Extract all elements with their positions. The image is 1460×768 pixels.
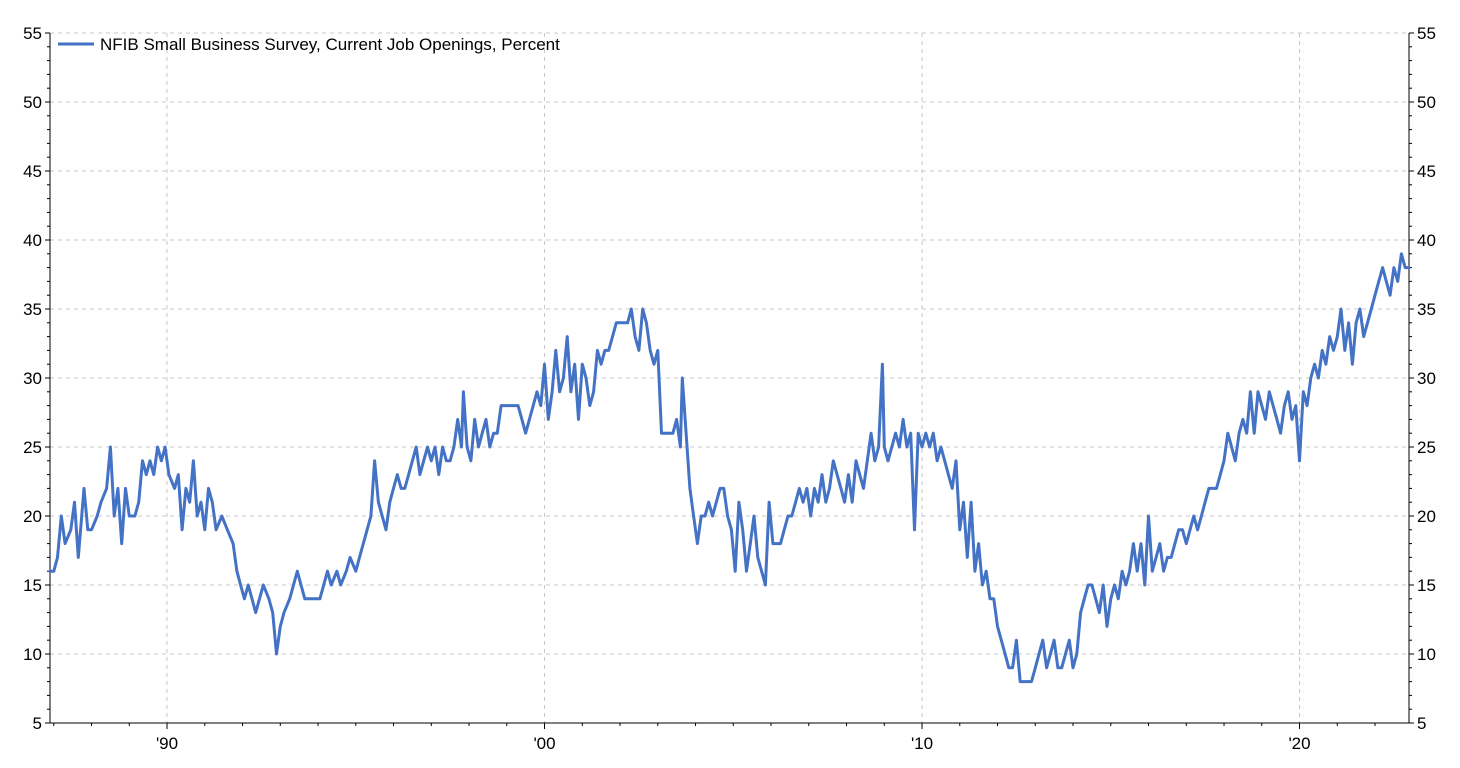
- x-tick-label: '20: [1288, 734, 1310, 753]
- series-line-0: [48, 252, 1411, 684]
- y-tick-label-left: 45: [23, 162, 42, 181]
- y-tick-label-left: 40: [23, 231, 42, 250]
- legend: NFIB Small Business Survey, Current Job …: [58, 35, 560, 54]
- y-tick-label-right: 50: [1417, 93, 1436, 112]
- x-tick-label: '00: [533, 734, 555, 753]
- y-axis-right: 5 10 15 20 25 30 35 40 45 50 55: [1409, 24, 1436, 733]
- y-tick-label-right: 55: [1417, 24, 1436, 43]
- y-tick-label-left: 10: [23, 645, 42, 664]
- x-tick-label: '10: [911, 734, 933, 753]
- y-tick-label-right: 5: [1417, 714, 1426, 733]
- y-tick-label-left: 35: [23, 300, 42, 319]
- y-tick-label-left: 15: [23, 576, 42, 595]
- y-axis-left: 5 10 15 20 25 30 35 40 45 50 55: [23, 24, 50, 733]
- y-tick-label-left: 25: [23, 438, 42, 457]
- legend-label: NFIB Small Business Survey, Current Job …: [100, 35, 560, 54]
- y-tick-label-right: 15: [1417, 576, 1436, 595]
- y-tick-label-left: 55: [23, 24, 42, 43]
- y-tick-label-right: 45: [1417, 162, 1436, 181]
- y-tick-label-right: 25: [1417, 438, 1436, 457]
- y-tick-label-left: 5: [33, 714, 42, 733]
- y-tick-label-right: 40: [1417, 231, 1436, 250]
- y-tick-label-left: 20: [23, 507, 42, 526]
- y-tick-label-right: 10: [1417, 645, 1436, 664]
- y-tick-label-right: 35: [1417, 300, 1436, 319]
- y-tick-label-right: 30: [1417, 369, 1436, 388]
- series-group: [48, 252, 1411, 684]
- x-tick-label: '90: [156, 734, 178, 753]
- y-tick-label-left: 50: [23, 93, 42, 112]
- y-tick-label-right: 20: [1417, 507, 1436, 526]
- y-tick-label-left: 30: [23, 369, 42, 388]
- x-axis: '90 '00 '10 '20: [53, 723, 1376, 753]
